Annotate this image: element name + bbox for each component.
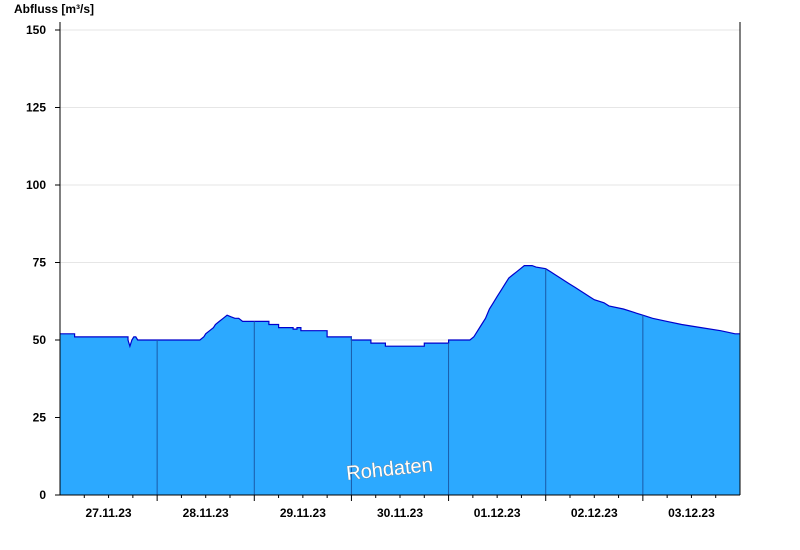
y-tick-label: 100 — [26, 178, 46, 192]
discharge-area — [60, 265, 740, 495]
x-tick-label: 29.11.23 — [280, 506, 326, 520]
y-tick-label: 50 — [33, 333, 47, 347]
y-tick-label: 150 — [26, 23, 46, 37]
x-tick-label: 02.12.23 — [571, 506, 618, 520]
y-tick-label: 0 — [39, 488, 46, 502]
x-tick-label: 03.12.23 — [668, 506, 715, 520]
y-axis-label: Abfluss [m³/s] — [14, 2, 94, 16]
y-axis-ticks: 0 25 50 75 100 125 150 — [26, 23, 60, 502]
discharge-line — [60, 265, 740, 349]
x-tick-label: 01.12.23 — [474, 506, 521, 520]
y-tick-label: 25 — [33, 411, 47, 425]
x-tick-label: 30.11.23 — [377, 506, 423, 520]
y-tick-label: 75 — [33, 256, 47, 270]
y-tick-label: 125 — [26, 101, 46, 115]
x-axis-ticks: 27.11.23 28.11.23 29.11.23 30.11.23 01.12.23… — [83, 495, 717, 520]
x-tick-label: 27.11.23 — [86, 506, 132, 520]
x-tick-label: 28.11.23 — [183, 506, 229, 520]
day-dividers — [156, 268, 644, 495]
